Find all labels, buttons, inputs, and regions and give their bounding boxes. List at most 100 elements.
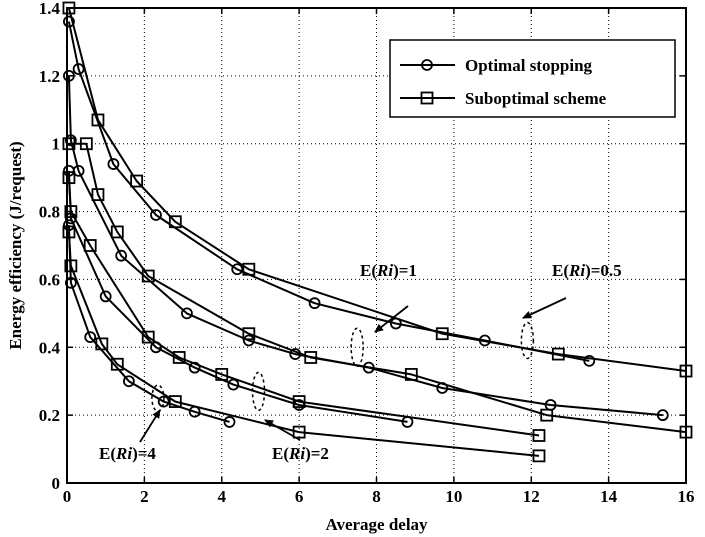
annotation-label: E(Ri)=0.5	[552, 261, 622, 280]
tick-labels: 0 2 4 6 8 10 12 14 16 0 0.2 0.4 0.6 0.8 1 1.2 1.4	[39, 0, 695, 506]
data-point-circle	[64, 212, 77, 225]
legend-box	[389, 39, 676, 118]
annotation-ellipse	[151, 384, 165, 412]
annotation-ellipse	[520, 321, 535, 360]
legend: Optimal stopping Suboptimal scheme	[389, 39, 676, 118]
x-tick-label: 10	[445, 487, 462, 506]
data-point-square	[292, 395, 306, 408]
y-tick-label: 0.8	[39, 203, 60, 222]
x-axis-title: Average delay	[325, 515, 428, 534]
data-point-circle	[63, 15, 75, 28]
data-point-circle	[188, 361, 201, 374]
legend-label: Suboptimal scheme	[465, 89, 607, 108]
x-tick-label: 2	[140, 487, 149, 506]
data-point-square	[79, 137, 93, 151]
series-line-6	[67, 225, 230, 423]
data-point-circle	[436, 382, 449, 394]
data-point-square	[91, 113, 105, 127]
ticks	[66, 7, 687, 484]
y-tick-label: 0.6	[39, 270, 60, 289]
y-tick-label: 1	[52, 135, 61, 154]
annotation-arrow	[374, 305, 409, 333]
data-point-circle	[289, 348, 302, 360]
annotation-ellipse	[251, 371, 266, 412]
annotation-suffix: )=0.5	[585, 261, 622, 280]
y-axis-title: Energy efficiency (J/request)	[6, 141, 25, 349]
data-point-circle	[150, 341, 162, 354]
data-point-square	[292, 425, 306, 439]
data-point-square	[110, 225, 124, 239]
data-point-circle	[227, 378, 240, 391]
data-point-square	[215, 368, 229, 381]
data-point-circle	[308, 297, 321, 310]
data-point-circle	[231, 263, 244, 276]
data-point-circle	[115, 249, 128, 262]
data-point-circle	[99, 290, 112, 303]
x-tick-label: 12	[523, 487, 540, 506]
data-point-circle	[64, 276, 77, 289]
x-tick-label: 4	[218, 487, 227, 506]
data-point-square	[404, 368, 418, 381]
annotation-prefix: E(	[552, 261, 569, 280]
data-point-square	[64, 259, 78, 273]
annotation-label: E(Ri)=2	[272, 444, 329, 463]
annotation-ellipse	[350, 327, 364, 368]
annotation-prefix: E(	[99, 444, 116, 463]
data-point-square	[62, 171, 76, 185]
annotation-prefix: E(	[272, 444, 289, 463]
data-point-square	[83, 239, 97, 252]
y-tick-label: 1.2	[39, 67, 60, 86]
data-point-circle	[122, 375, 135, 388]
data-point-square	[304, 351, 318, 364]
y-tick-label: 0.2	[39, 406, 60, 425]
data-point-square	[540, 408, 554, 422]
data-point-circle	[188, 405, 201, 418]
data-point-square	[242, 327, 256, 341]
legend-marker-square	[420, 91, 434, 105]
data-point-square	[95, 337, 109, 351]
annotations: E(Ri)=1 E(Ri)=0.5E(Ri)=4 E(Ri)=2	[99, 261, 622, 463]
series-line-4	[67, 170, 408, 423]
data-point-square	[62, 137, 76, 151]
data-point-circle	[64, 134, 77, 147]
y-tick-label: 0.4	[39, 338, 61, 357]
data-point-square	[172, 351, 186, 364]
data-point-square	[64, 205, 78, 218]
legend-label: Optimal stopping	[465, 56, 593, 75]
data-point-circle	[181, 307, 193, 320]
annotation-label: E(Ri)=1	[360, 261, 417, 280]
annotation-arrow	[139, 409, 161, 443]
data-point-square	[532, 449, 546, 463]
annotation-suffix: )=2	[305, 444, 329, 463]
data-point-square	[168, 395, 182, 408]
data-point-square	[435, 327, 449, 341]
data-point-circle	[84, 331, 97, 344]
data-point-circle	[63, 219, 75, 232]
x-tick-label: 6	[295, 487, 304, 506]
y-tick-label: 1.4	[39, 0, 61, 18]
data-point-square	[168, 215, 182, 229]
data-point-circle	[389, 317, 402, 330]
annotation-label: E(Ri)=4	[99, 444, 156, 463]
data-point-circle	[157, 395, 170, 408]
series-line-0	[67, 21, 590, 362]
data-point-circle	[401, 416, 414, 428]
annotation-suffix: )=4	[132, 444, 156, 463]
data-point-square	[141, 330, 155, 344]
legend-marker-circle	[421, 59, 433, 71]
annotation-italic: Ri	[376, 261, 393, 280]
annotation-italic: Ri	[115, 444, 132, 463]
x-tick-label: 0	[63, 487, 72, 506]
data-point-circle	[656, 409, 669, 422]
data-point-circle	[362, 361, 375, 374]
data-point-square	[532, 429, 546, 442]
data-point-circle	[150, 209, 162, 221]
data-point-circle	[63, 164, 75, 177]
x-tick-label: 14	[600, 487, 618, 506]
x-tick-label: 8	[372, 487, 381, 506]
data-point-circle	[242, 334, 255, 347]
annotation-prefix: E(	[360, 261, 377, 280]
data-point-circle	[63, 69, 75, 82]
data-point-square	[130, 174, 144, 188]
